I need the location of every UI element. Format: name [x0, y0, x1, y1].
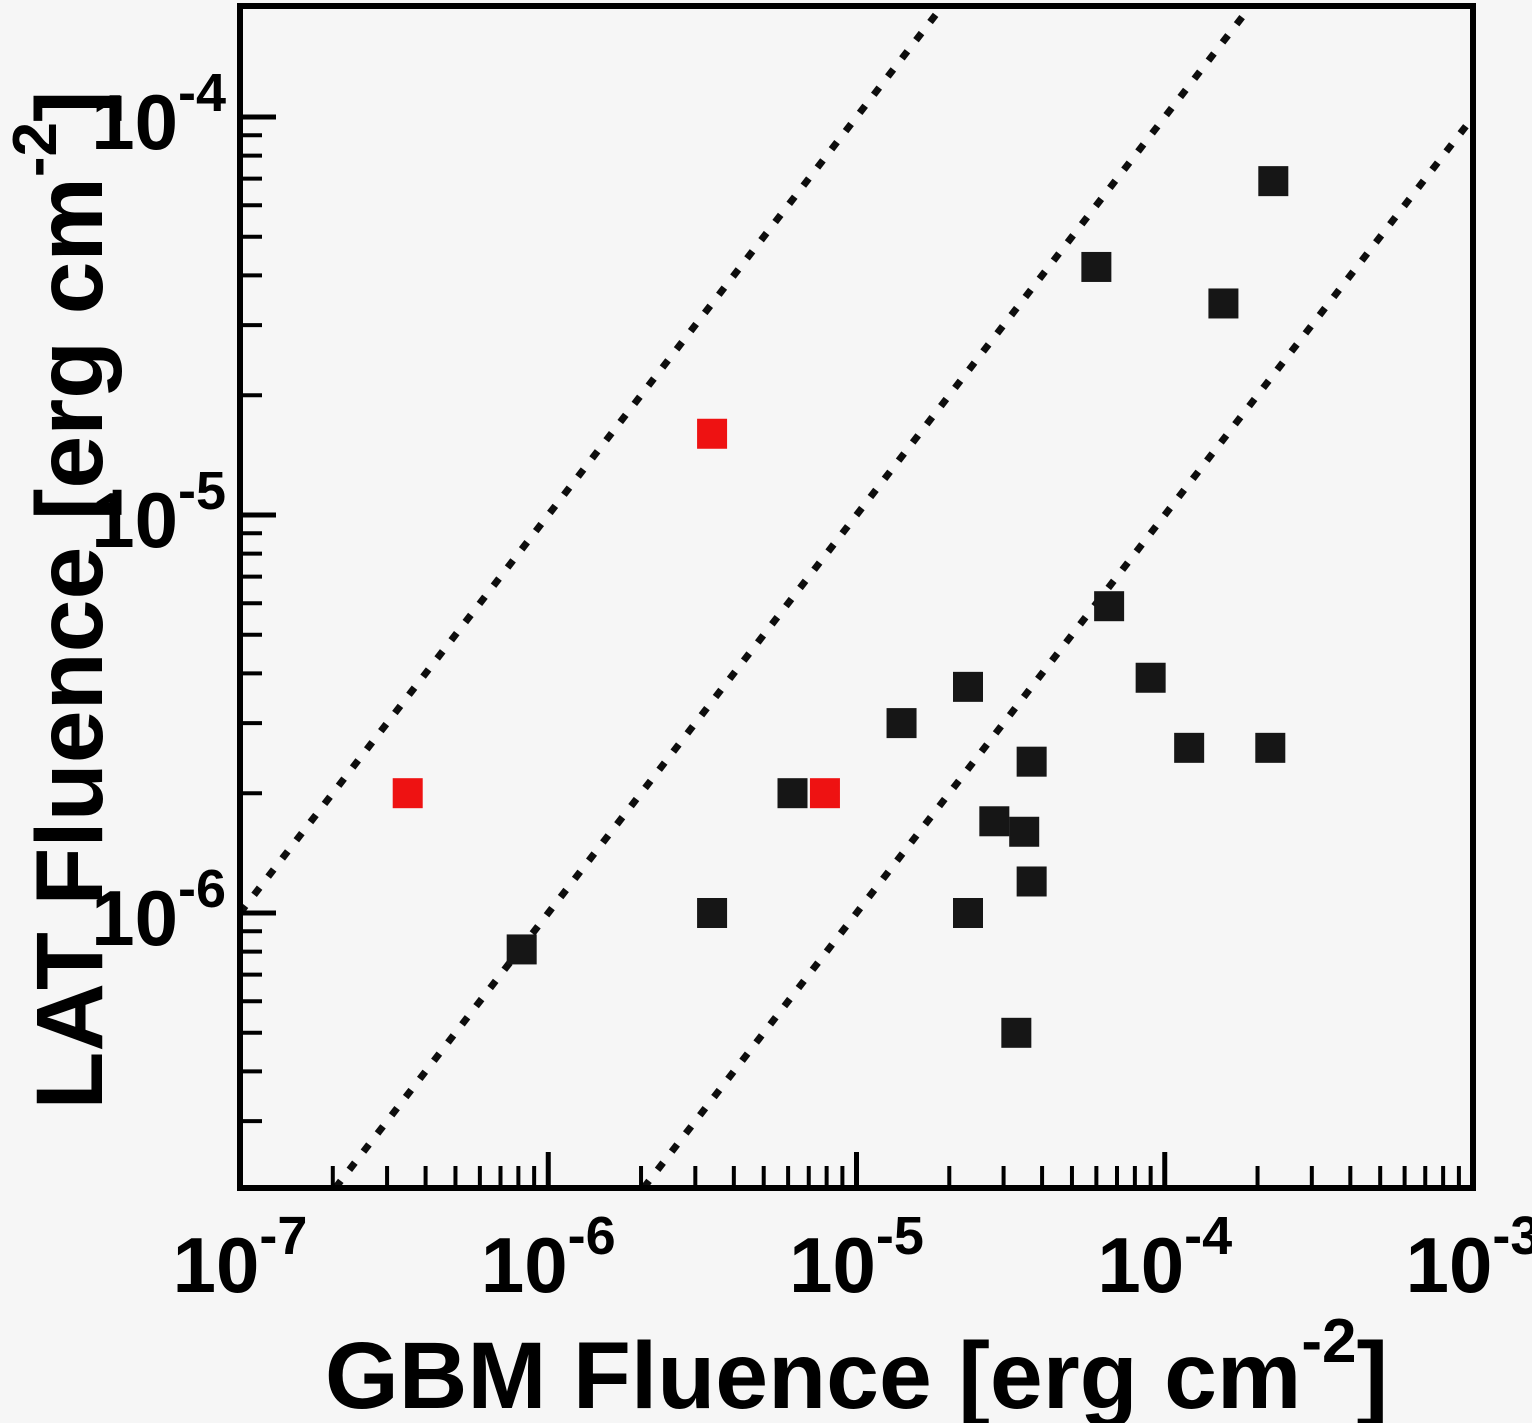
x-axis-title: GBM Fluence [erg cm-2] — [325, 1307, 1388, 1423]
y-axis-title-group: LAT Fluence [erg cm-2] — [1, 90, 123, 1109]
x-tick-labels-group: 10-7 10-6 10-5 10-4 10-3 — [173, 1206, 1532, 1309]
data-point-black-squares — [1009, 816, 1040, 847]
y-tick-label-10-5: 10-5 — [91, 461, 226, 564]
y-axis-title: LAT Fluence [erg cm-2] — [1, 90, 123, 1109]
data-point-black-squares — [953, 898, 984, 928]
ref-line-ratio-0.1 — [640, 114, 1476, 1191]
x-tick-label-10-3: 10-3 — [1406, 1206, 1532, 1309]
data-point-black-squares — [1135, 662, 1166, 693]
data-point-black-squares — [697, 898, 728, 928]
data-point-black-squares — [506, 934, 537, 965]
data-point-black-squares — [1208, 288, 1239, 319]
y-tick-label-10-4: 10-4 — [91, 63, 226, 166]
ref-line-ratio-10 — [237, 3, 946, 916]
data-point-black-squares — [1001, 1017, 1032, 1048]
y-tick-labels-group: 10-4 10-5 10-6 — [91, 63, 226, 962]
data-point-red-squares — [697, 418, 728, 449]
axis-ticks-group — [237, 114, 1476, 1188]
data-point-black-squares — [1174, 732, 1205, 763]
data-point-black-squares — [1016, 746, 1047, 777]
x-tick-label-10-5: 10-5 — [789, 1206, 924, 1309]
data-point-black-squares — [1258, 166, 1289, 197]
data-point-red-squares — [392, 778, 423, 809]
x-tick-label-10-4: 10-4 — [1097, 1206, 1232, 1309]
data-point-black-squares — [953, 671, 984, 702]
x-tick-label-10-6: 10-6 — [481, 1206, 616, 1309]
data-point-red-squares — [809, 778, 840, 809]
data-point-black-squares — [979, 806, 1010, 837]
x-tick-label-10-7: 10-7 — [173, 1206, 308, 1309]
ref-line-ratio-1 — [332, 3, 1254, 1191]
data-point-black-squares — [1016, 866, 1047, 897]
data-point-black-squares — [777, 778, 808, 809]
data-point-black-squares — [886, 708, 917, 739]
y-tick-label-10-6: 10-6 — [91, 859, 226, 962]
data-points-group — [392, 166, 1289, 1048]
data-point-black-squares — [1081, 251, 1112, 282]
data-point-black-squares — [1255, 732, 1286, 763]
reference-lines-group — [237, 3, 1476, 1191]
data-point-black-squares — [1094, 591, 1125, 622]
